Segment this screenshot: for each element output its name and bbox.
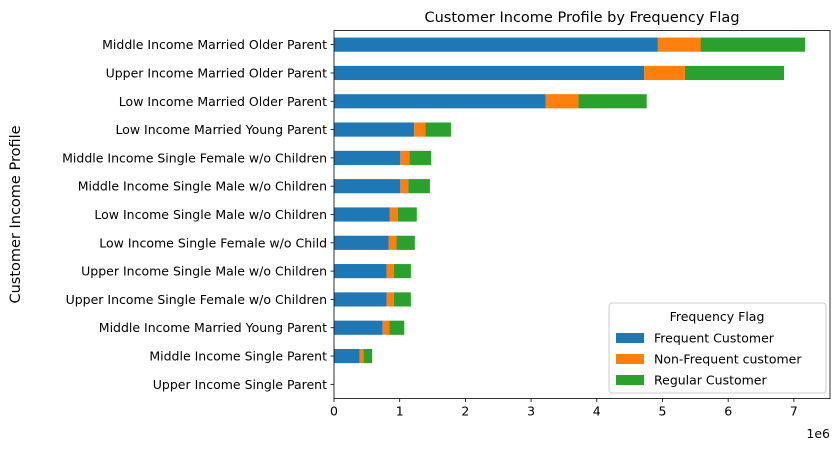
category-label: Middle Income Married Older Parent	[102, 37, 327, 52]
bar-segment	[408, 179, 430, 194]
category-label: Middle Income Single Male w/o Children	[78, 179, 327, 194]
x-tick-label: 0	[330, 404, 338, 419]
bar-segment	[334, 37, 658, 52]
category-label: Middle Income Single Parent	[149, 349, 327, 364]
bar-segment	[545, 94, 579, 109]
bar-segment	[334, 65, 645, 81]
x-tick-label: 6	[724, 404, 732, 419]
x-tick-label: 1	[396, 404, 404, 419]
bar-segment	[389, 320, 405, 335]
bar-segment	[334, 207, 390, 222]
bar-segment	[400, 150, 410, 165]
category-label: Upper Income Single Female w/o Children	[66, 292, 327, 307]
category-labels: Middle Income Married Older Parent Upper …	[62, 37, 334, 392]
bar-segment	[382, 320, 390, 335]
legend-label: Non-Frequent customer	[654, 352, 802, 367]
chart-title: Customer Income Profile by Frequency Fla…	[424, 10, 739, 26]
bar-segment	[334, 179, 401, 194]
x-tick-label: 2	[461, 404, 469, 419]
bar-segment	[363, 348, 373, 364]
legend-swatch	[616, 354, 644, 364]
category-label: Low Income Married Older Parent	[119, 94, 327, 109]
x-tick-label: 5	[659, 404, 667, 419]
category-label: Upper Income Single Male w/o Children	[81, 264, 327, 279]
x-tick-label: 7	[790, 404, 798, 419]
bars-group	[334, 37, 806, 364]
category-label: Low Income Single Male w/o Children	[94, 207, 327, 222]
legend-swatch	[616, 333, 644, 343]
bar-segment	[389, 207, 398, 222]
bar-segment	[578, 94, 647, 109]
bar-segment	[334, 94, 546, 109]
category-label: Upper Income Married Older Parent	[106, 65, 328, 80]
category-label: Low Income Married Young Parent	[115, 122, 327, 137]
bar-segment	[396, 235, 415, 250]
bar-segment	[386, 292, 394, 307]
bar-segment	[657, 37, 701, 52]
bar-segment	[397, 207, 417, 222]
bar-segment	[334, 150, 401, 165]
bar-segment	[388, 235, 397, 250]
bar-segment	[359, 348, 364, 364]
bar-segment	[334, 320, 383, 335]
bar-segment	[425, 122, 451, 137]
bar-segment	[700, 37, 806, 52]
category-label: Middle Income Married Young Parent	[99, 320, 327, 335]
x-scale-label: 1e6	[806, 426, 830, 441]
bar-segment	[393, 264, 411, 279]
x-tick-label: 4	[593, 404, 601, 419]
bar-segment	[409, 150, 432, 165]
x-tick-label: 3	[527, 404, 535, 419]
category-label: Upper Income Single Parent	[153, 377, 327, 392]
category-label: Low Income Single Female w/o Child	[99, 235, 327, 250]
legend: Frequency Flag Frequent Customer Non-Freq…	[608, 302, 827, 394]
bar-segment	[414, 122, 426, 137]
legend-items: Frequent Customer Non-Frequent customer Re…	[616, 331, 802, 388]
bar-segment	[334, 122, 415, 137]
legend-label: Frequent Customer	[654, 331, 775, 346]
bar-segment	[334, 235, 389, 250]
plot-frame	[333, 30, 831, 399]
category-label: Middle Income Single Female w/o Children	[62, 150, 327, 165]
bar-segment	[334, 348, 360, 364]
bar-segment	[386, 264, 394, 279]
bar-segment	[334, 264, 387, 279]
x-axis-ticks: 0 1 2 3 4 5 6 7	[330, 398, 798, 419]
y-axis-label: Customer Income Profile	[8, 125, 24, 303]
bar-segment	[644, 65, 685, 81]
legend-title: Frequency Flag	[670, 309, 765, 324]
legend-label: Regular Customer	[654, 373, 767, 388]
bar-segment	[400, 179, 409, 194]
legend-frame	[608, 302, 827, 394]
bar-segment	[684, 65, 785, 81]
bar-segment	[334, 292, 387, 307]
legend-swatch	[616, 375, 644, 385]
bar-segment	[393, 292, 411, 307]
